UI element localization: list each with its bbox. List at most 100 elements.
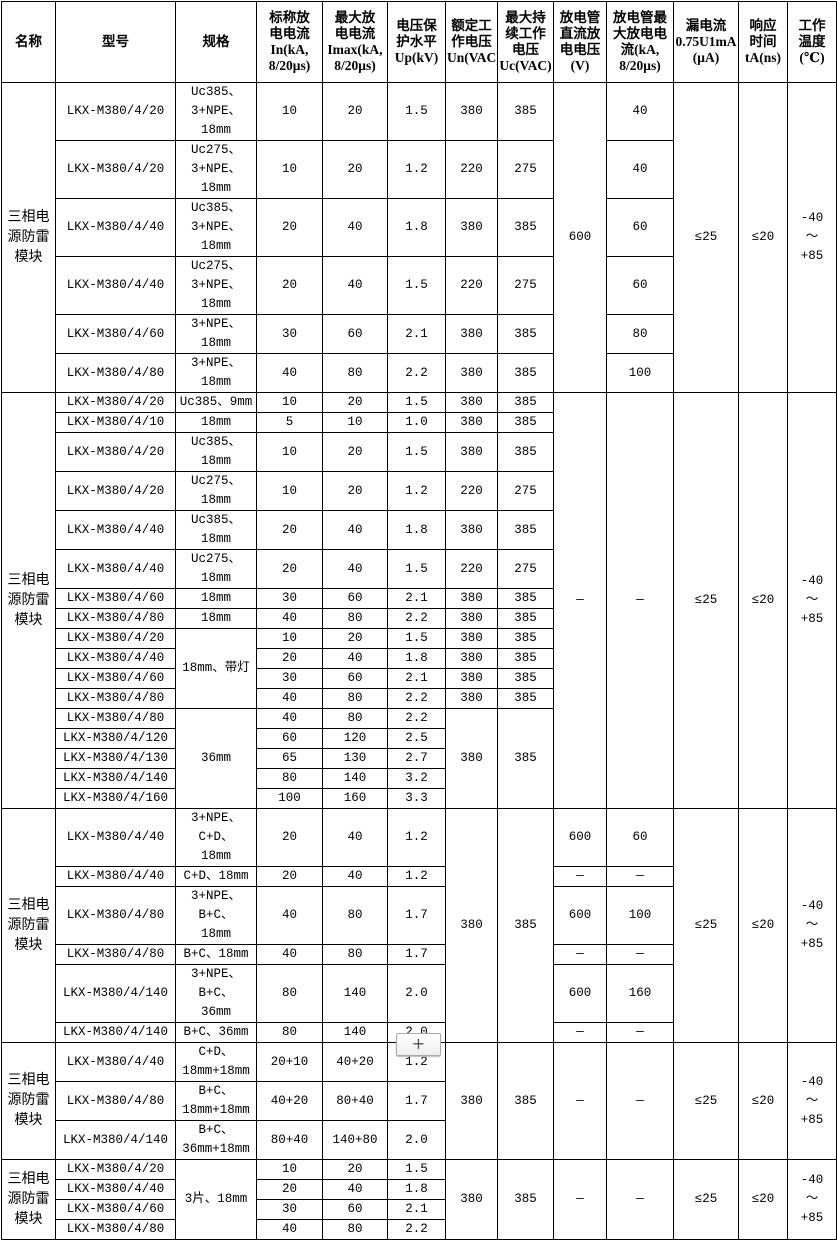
table-cell: 80 <box>256 964 323 1023</box>
table-cell: 3+NPE、18mm <box>175 353 257 393</box>
table-cell: 40 <box>322 1179 388 1200</box>
table-cell: 1.5 <box>387 82 446 141</box>
table-cell: C+D、18mm <box>175 866 257 887</box>
table-cell: 40 <box>606 82 674 141</box>
table-row: LKX-M380/4/80 40 80 2.2 380 385 <box>2 688 837 709</box>
table-cell: 385 <box>497 688 554 709</box>
table-cell: 2.2 <box>387 688 446 709</box>
table-cell: LKX-M380/4/20 <box>55 140 176 199</box>
table-cell: Uc385、 3+NPE、18mm <box>175 198 257 257</box>
table-cell: 160 <box>606 964 674 1023</box>
table-cell: 385 <box>497 628 554 649</box>
table-cell: 1.8 <box>387 1179 446 1200</box>
table-cell: 10 <box>256 82 323 141</box>
table-cell: 220 <box>445 256 498 315</box>
table-cell: 380 <box>445 412 498 433</box>
table-cell: 385 <box>497 392 554 413</box>
table-cell: 40+20 <box>322 1042 388 1082</box>
column-header: 名称 <box>1 1 56 83</box>
table-cell: LKX-M380/4/80 <box>55 688 176 709</box>
table-row: LKX-M380/4/40 Uc385、 3+NPE、18mm 20 40 1.8 380… <box>2 198 837 257</box>
table-cell: LKX-M380/4/40 <box>55 808 176 867</box>
table-cell: 40+20 <box>256 1081 323 1121</box>
table-cell: LKX-M380/4/40 <box>55 198 176 257</box>
table-cell: 385 <box>497 432 554 472</box>
table-cell: Uc385、 3+NPE、18mm <box>175 82 257 141</box>
table-cell: LKX-M380/4/20 <box>55 432 176 472</box>
table-row: LKX-M380/4/10 18mm 5 10 1.0 380 385 <box>2 412 837 433</box>
table-cell: 2.2 <box>387 608 446 629</box>
table-cell: 40 <box>256 608 323 629</box>
table-cell: 60 <box>322 1199 388 1220</box>
table-cell: 380 <box>445 648 498 669</box>
table-cell: 220 <box>445 140 498 199</box>
table-cell: 1.0 <box>387 412 446 433</box>
table-cell: 60 <box>606 198 674 257</box>
table-cell: LKX-M380/4/40 <box>55 1179 176 1200</box>
table-cell: 140 <box>322 768 388 789</box>
table-cell: 380 <box>445 688 498 709</box>
table-cell: LKX-M380/4/80 <box>55 1219 176 1240</box>
table-cell: 385 <box>497 808 554 1043</box>
table-cell: 385 <box>497 412 554 433</box>
table-cell: 2.2 <box>387 708 446 729</box>
table-cell: 380 <box>445 314 498 354</box>
table-cell: 80 <box>322 608 388 629</box>
table-cell: 1.2 <box>387 140 446 199</box>
column-header: 电压保 护水平 Up(kV) <box>387 1 446 83</box>
table-cell: 100 <box>606 353 674 393</box>
table-cell: B+C、 36mm+18mm <box>175 1120 257 1160</box>
table-cell: 40 <box>322 866 388 887</box>
table-row: LKX-M380/4/80 B+C、18mm 40 80 1.7 — — <box>2 944 837 965</box>
table-cell: ≤20 <box>738 392 788 809</box>
add-row-button[interactable]: + <box>396 1033 441 1056</box>
table-cell: 20 <box>256 549 323 589</box>
table-cell: LKX-M380/4/20 <box>55 471 176 511</box>
table-cell: 1.7 <box>387 886 446 945</box>
table-cell: 1.8 <box>387 198 446 257</box>
table-cell: 60 <box>322 668 388 689</box>
table-cell: 40 <box>322 198 388 257</box>
table-cell: 20 <box>256 256 323 315</box>
table-cell: 40 <box>256 353 323 393</box>
table-cell: LKX-M380/4/80 <box>55 944 176 965</box>
table-cell: 三相电 源防雷 模块 <box>1 808 56 1043</box>
table-cell: 10 <box>256 392 323 413</box>
table-cell: 160 <box>322 788 388 809</box>
table-cell: 3+NPE、18mm <box>175 314 257 354</box>
table-cell: Uc275、18mm <box>175 549 257 589</box>
table-cell: 385 <box>497 510 554 550</box>
table-cell: 18mm <box>175 412 257 433</box>
table-cell: LKX-M380/4/80 <box>55 353 176 393</box>
table-cell: 20 <box>256 1179 323 1200</box>
table-cell: 30 <box>256 1199 323 1220</box>
column-header: 额定工 作电压 Un(VAC) <box>445 1 498 83</box>
table-cell: 80 <box>322 886 388 945</box>
table-cell: 1.5 <box>387 628 446 649</box>
table-cell: 三相电 源防雷 模块 <box>1 1042 56 1160</box>
table-cell: LKX-M380/4/40 <box>55 549 176 589</box>
table-cell: 2.1 <box>387 1199 446 1220</box>
table-cell: 20 <box>256 198 323 257</box>
table-cell: LKX-M380/4/80 <box>55 608 176 629</box>
table-cell: 20 <box>256 808 323 867</box>
table-cell: -40 ～ +85 <box>787 82 837 393</box>
table-cell: Uc385、18mm <box>175 510 257 550</box>
table-cell: LKX-M380/4/20 <box>55 82 176 141</box>
table-row: LKX-M380/4/60 3+NPE、18mm 30 60 2.1 380 385 80 <box>2 314 837 354</box>
table-cell: 20 <box>322 140 388 199</box>
table-cell: 18mm、带灯 <box>175 628 257 709</box>
table-cell: 40 <box>256 886 323 945</box>
table-cell: 20 <box>256 510 323 550</box>
table-row: LKX-M380/4/140 80 140 3.2 <box>2 768 837 789</box>
table-cell: 2.0 <box>387 964 446 1023</box>
column-header: 标称放 电电流 In(kA, 8/20μs) <box>256 1 323 83</box>
table-cell: 40 <box>256 1219 323 1240</box>
table-cell: 140+80 <box>322 1120 388 1160</box>
table-cell: 380 <box>445 588 498 609</box>
table-cell: 1.8 <box>387 510 446 550</box>
table-row: LKX-M380/4/20 Uc275、18mm 10 20 1.2 220 275 <box>2 471 837 511</box>
table-cell: 三相电 源防雷 模块 <box>1 392 56 809</box>
table-cell: B+C、36mm <box>175 1022 257 1043</box>
table-cell: 385 <box>497 198 554 257</box>
